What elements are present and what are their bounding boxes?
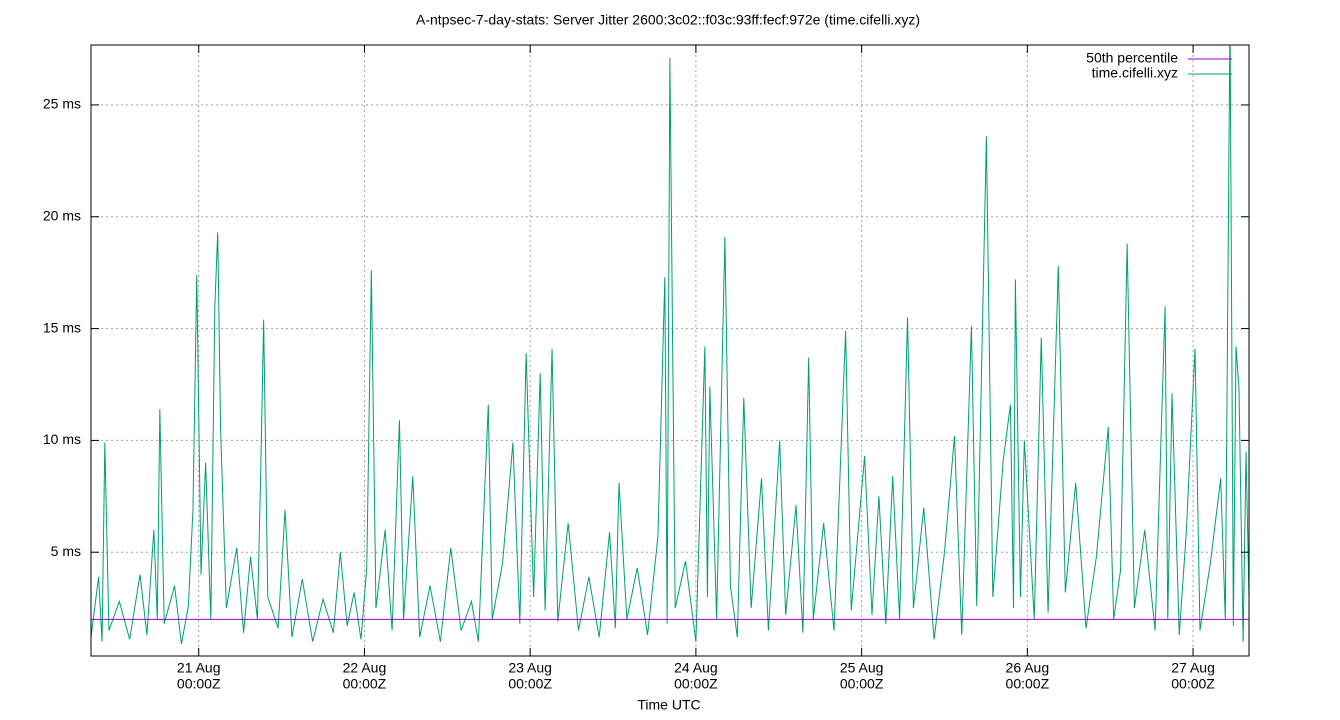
x-tick-label: 26 Aug	[1006, 660, 1050, 676]
plot-area	[91, 45, 1249, 645]
x-tick-label: 27 Aug	[1171, 660, 1215, 676]
x-tick-label: 21 Aug	[177, 660, 221, 676]
y-tick-label: 25 ms	[43, 96, 81, 112]
legend-label: 50th percentile	[1086, 50, 1178, 66]
x-tick-label: 25 Aug	[840, 660, 884, 676]
x-tick-label: 00:00Z	[508, 676, 552, 692]
x-tick-label: 00:00Z	[674, 676, 718, 692]
y-tick-label: 5 ms	[51, 543, 81, 559]
y-tick-label: 10 ms	[43, 431, 81, 447]
x-tick-label: 00:00Z	[343, 676, 387, 692]
plot-border	[90, 44, 1250, 657]
x-tick-label: 00:00Z	[1171, 676, 1215, 692]
x-tick-label: 22 Aug	[343, 660, 387, 676]
x-tick-label: 23 Aug	[508, 660, 552, 676]
x-tick-label: 24 Aug	[674, 660, 718, 676]
x-tick-label: 00:00Z	[840, 676, 884, 692]
legend-label: time.cifelli.xyz	[1092, 65, 1178, 81]
x-axis-label: Time UTC	[637, 697, 700, 713]
series-line	[91, 45, 1249, 645]
y-tick-label: 15 ms	[43, 319, 81, 335]
chart-title: A-ntpsec-7-day-stats: Server Jitter 2600…	[416, 12, 920, 28]
x-tick-label: 00:00Z	[1006, 676, 1050, 692]
x-tick-label: 00:00Z	[177, 676, 221, 692]
y-tick-label: 20 ms	[43, 207, 81, 223]
grid	[91, 45, 1249, 656]
